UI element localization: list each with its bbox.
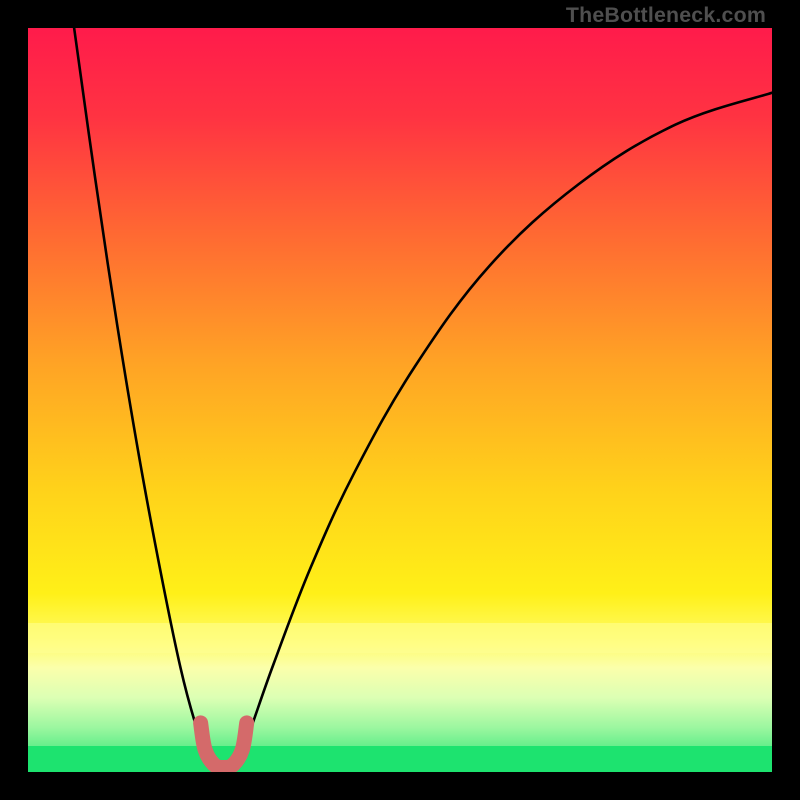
plot-area — [28, 28, 772, 772]
bottleneck-curve-right — [242, 93, 772, 750]
curve-layer — [28, 28, 772, 772]
bottleneck-curve-left — [74, 28, 205, 750]
watermark-text: TheBottleneck.com — [566, 3, 766, 28]
optimal-u-marker — [201, 723, 247, 768]
chart-root: TheBottleneck.com — [0, 0, 800, 800]
